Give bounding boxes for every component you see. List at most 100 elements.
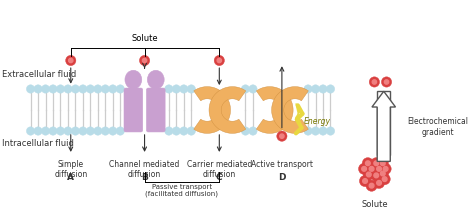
- Circle shape: [382, 77, 392, 87]
- Bar: [377, 91, 390, 155]
- Circle shape: [56, 127, 64, 135]
- Circle shape: [280, 134, 284, 138]
- Circle shape: [379, 174, 390, 185]
- Text: Solute: Solute: [131, 34, 158, 43]
- Circle shape: [109, 127, 117, 135]
- Circle shape: [27, 127, 35, 135]
- Circle shape: [34, 85, 42, 93]
- Circle shape: [365, 161, 370, 166]
- Circle shape: [366, 172, 371, 177]
- Text: Intracellular fluid: Intracellular fluid: [1, 139, 73, 148]
- Circle shape: [142, 58, 147, 63]
- Polygon shape: [256, 87, 293, 133]
- Circle shape: [383, 177, 387, 182]
- Circle shape: [380, 163, 391, 174]
- Circle shape: [377, 181, 382, 185]
- Circle shape: [383, 167, 388, 171]
- Circle shape: [374, 177, 385, 189]
- Circle shape: [311, 127, 320, 135]
- Circle shape: [34, 127, 42, 135]
- Text: E: E: [381, 173, 387, 182]
- Text: Extracellular fluid: Extracellular fluid: [1, 70, 76, 79]
- Circle shape: [241, 127, 250, 135]
- Ellipse shape: [147, 70, 164, 89]
- Circle shape: [359, 175, 371, 187]
- Circle shape: [366, 163, 377, 174]
- Text: Simple
diffusion: Simple diffusion: [54, 160, 87, 179]
- Circle shape: [56, 85, 64, 93]
- Circle shape: [101, 85, 109, 93]
- Text: Carrier mediated
diffusion: Carrier mediated diffusion: [187, 160, 252, 179]
- Circle shape: [71, 85, 80, 93]
- Circle shape: [180, 127, 188, 135]
- Circle shape: [363, 179, 367, 183]
- Circle shape: [374, 173, 379, 178]
- Circle shape: [49, 85, 57, 93]
- Circle shape: [366, 180, 377, 191]
- Text: A: A: [67, 173, 74, 182]
- Circle shape: [101, 127, 109, 135]
- Polygon shape: [209, 87, 246, 133]
- Circle shape: [71, 127, 80, 135]
- Circle shape: [64, 127, 72, 135]
- Text: C: C: [216, 173, 223, 182]
- Text: Channel mediated
diffusion: Channel mediated diffusion: [109, 160, 180, 179]
- Circle shape: [241, 85, 250, 93]
- Circle shape: [358, 163, 370, 174]
- Circle shape: [311, 85, 320, 93]
- Circle shape: [41, 85, 50, 93]
- Circle shape: [41, 127, 50, 135]
- Text: Electrochemical
gradient: Electrochemical gradient: [407, 117, 468, 137]
- Circle shape: [187, 85, 195, 93]
- Circle shape: [27, 85, 35, 93]
- Circle shape: [116, 127, 125, 135]
- FancyBboxPatch shape: [146, 88, 165, 132]
- Circle shape: [187, 127, 195, 135]
- Circle shape: [109, 85, 117, 93]
- Circle shape: [49, 127, 57, 135]
- Polygon shape: [272, 87, 309, 133]
- Circle shape: [377, 167, 382, 171]
- Circle shape: [319, 85, 327, 93]
- Polygon shape: [296, 103, 301, 128]
- Polygon shape: [194, 87, 230, 133]
- Circle shape: [371, 170, 382, 181]
- Circle shape: [369, 183, 374, 188]
- Circle shape: [249, 85, 257, 93]
- Circle shape: [139, 55, 150, 66]
- Circle shape: [86, 85, 95, 93]
- Circle shape: [326, 85, 335, 93]
- Text: D: D: [278, 173, 286, 182]
- Circle shape: [377, 158, 388, 169]
- Circle shape: [304, 127, 312, 135]
- Circle shape: [94, 127, 102, 135]
- Text: Energy: Energy: [303, 117, 330, 126]
- Circle shape: [277, 131, 287, 141]
- Circle shape: [381, 161, 385, 166]
- Circle shape: [372, 80, 376, 84]
- Text: Solute: Solute: [361, 200, 388, 209]
- Circle shape: [214, 55, 225, 66]
- Circle shape: [374, 163, 385, 174]
- Circle shape: [363, 169, 374, 180]
- Circle shape: [172, 85, 181, 93]
- Circle shape: [377, 168, 388, 179]
- Circle shape: [369, 167, 374, 171]
- Circle shape: [164, 85, 173, 93]
- Circle shape: [374, 161, 379, 166]
- Circle shape: [362, 167, 366, 171]
- Text: B: B: [141, 173, 148, 182]
- Circle shape: [217, 58, 221, 63]
- Circle shape: [249, 127, 257, 135]
- Circle shape: [164, 127, 173, 135]
- Circle shape: [79, 85, 87, 93]
- Circle shape: [180, 85, 188, 93]
- Circle shape: [319, 127, 327, 135]
- Circle shape: [362, 158, 374, 169]
- FancyBboxPatch shape: [124, 88, 143, 132]
- Circle shape: [65, 55, 76, 66]
- Circle shape: [116, 85, 125, 93]
- Circle shape: [69, 58, 73, 63]
- Circle shape: [384, 80, 389, 84]
- Circle shape: [381, 171, 385, 176]
